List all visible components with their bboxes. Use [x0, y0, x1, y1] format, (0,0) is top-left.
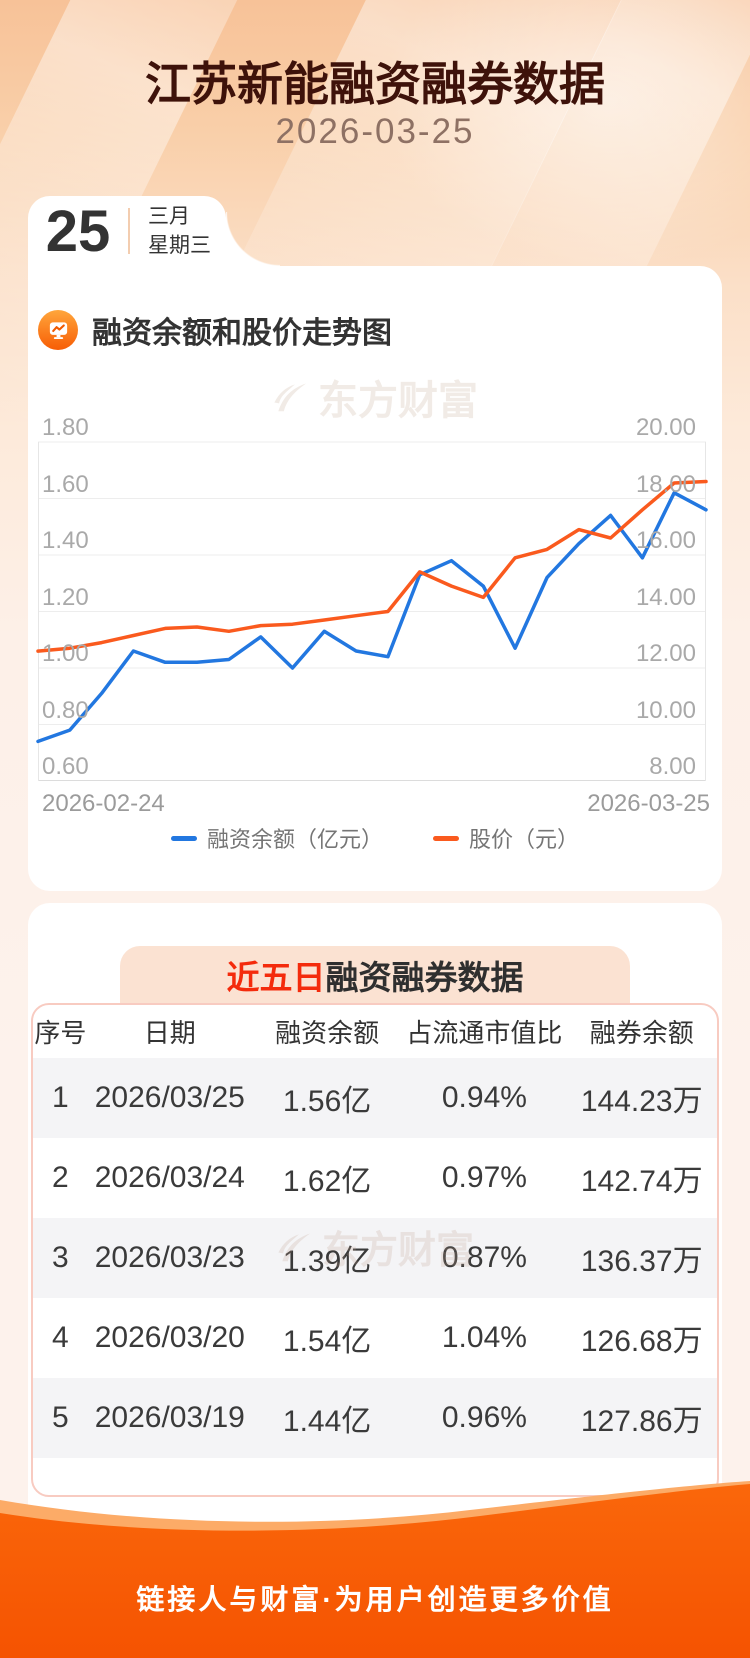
- table-row: 5 2026/03/19 1.44亿 0.96% 127.86万: [33, 1378, 717, 1458]
- x-axis-end-label: 2026-03-25: [587, 790, 710, 817]
- table-cell: 126.68万: [580, 1325, 703, 1358]
- table-cell: 1: [52, 1081, 69, 1114]
- bg-glow: [380, 0, 750, 270]
- chart-section-header: 融资余额和股价走势图: [38, 308, 392, 352]
- legend-label: 股价（元）: [469, 827, 580, 852]
- series-line-financing-balance: [36, 491, 708, 744]
- y-axis-tick-right: 20.00: [635, 414, 696, 441]
- y-axis-tick-left: 1.80: [42, 414, 89, 441]
- legend-swatch-blue: [170, 835, 197, 841]
- series-line-stock-price: [36, 479, 708, 653]
- table-cell: 144.23万: [580, 1085, 703, 1118]
- table-cell: 3: [52, 1241, 69, 1274]
- table-cell: 1.04%: [441, 1321, 527, 1354]
- table-card: 近五日 融资融券数据 东方财富 序号 日期 融资余额 占流通市值比 融券余额 1 2026/…: [28, 903, 722, 1563]
- legend-label: 融资余额（亿元）: [206, 827, 383, 852]
- legend-item-financing-balance: 融资余额（亿元）: [170, 822, 383, 854]
- chart-legend: 融资余额（亿元） 股价（元）: [28, 822, 722, 854]
- calendar-card: 25 三月 星期三: [28, 196, 226, 266]
- five-day-margin-table: 序号 日期 融资余额 占流通市值比 融券余额 1 2026/03/25 1.56亿 0.94%…: [31, 1003, 719, 1497]
- table-title-highlight: 近五日: [226, 958, 326, 996]
- table-row: 4 2026/03/20 1.54亿 1.04% 126.68万: [33, 1298, 717, 1378]
- table-cell: 2: [52, 1161, 69, 1194]
- table-row: 1 2026/03/25 1.56亿 0.94% 144.23万: [33, 1058, 717, 1138]
- watermark-text: 东方财富: [318, 379, 478, 423]
- calendar-day: 25: [45, 198, 111, 264]
- column-header: 占流通市值比: [406, 1018, 563, 1048]
- table-cell: 1.56亿: [282, 1085, 372, 1118]
- table-title-rest: 融资融券数据: [325, 958, 524, 996]
- table-cell: 0.87%: [441, 1241, 527, 1274]
- column-header: 融资余额: [275, 1018, 380, 1048]
- table-cell: 127.86万: [580, 1405, 703, 1438]
- dual-axis-line-chart: [36, 441, 708, 781]
- table-cell: 142.74万: [580, 1165, 703, 1198]
- line-chart-icon: [38, 310, 78, 350]
- calendar-weekday: 星期三: [148, 233, 211, 257]
- table-cell: 2026/03/19: [94, 1401, 245, 1434]
- table-cell: 1.39亿: [282, 1245, 372, 1278]
- chart-section-title: 融资余额和股价走势图: [92, 317, 392, 350]
- table-title-banner: 近五日 融资融券数据: [120, 946, 630, 1003]
- table-cell: 2026/03/20: [94, 1321, 245, 1354]
- calendar-month: 三月: [148, 205, 190, 229]
- table-row: 3 2026/03/23 1.39亿 0.87% 136.37万: [33, 1218, 717, 1298]
- table-cell: 0.96%: [441, 1401, 527, 1434]
- column-header: 序号: [34, 1018, 87, 1048]
- table-cell: 1.62亿: [282, 1165, 372, 1198]
- watermark-eastmoney: 东方财富: [28, 368, 722, 426]
- table-cell: 5: [52, 1401, 69, 1434]
- table-cell: 1.44亿: [282, 1405, 372, 1438]
- table-body: 1 2026/03/25 1.56亿 0.94% 144.23万 2 2026/03/24 1…: [33, 1058, 717, 1458]
- table-cell: 2026/03/23: [94, 1241, 245, 1274]
- table-row: 2 2026/03/24 1.62亿 0.97% 142.74万: [33, 1138, 717, 1218]
- eastmoney-logo-icon: [274, 383, 307, 412]
- chart-card: 融资余额和股价走势图 东方财富 1.80 1.60 1.40 1.20 1.00 0.80…: [28, 266, 722, 891]
- footer-wave: [0, 1481, 750, 1658]
- table-cell: 136.37万: [580, 1245, 703, 1278]
- table-cell: 0.94%: [441, 1081, 527, 1114]
- table-cell: 0.97%: [441, 1161, 527, 1194]
- table-cell: 2026/03/25: [94, 1081, 245, 1114]
- legend-item-stock-price: 股价（元）: [433, 822, 579, 854]
- calendar-card-curve: [226, 212, 280, 266]
- table-cell: 4: [52, 1321, 69, 1354]
- table-cell: 2026/03/24: [94, 1161, 245, 1194]
- column-header: 日期: [143, 1018, 196, 1048]
- column-header: 融券余额: [589, 1018, 694, 1048]
- x-axis-start-label: 2026-02-24: [42, 790, 165, 817]
- legend-swatch-orange: [433, 835, 459, 841]
- table-header-row: 序号 日期 融资余额 占流通市值比 融券余额: [33, 1005, 717, 1058]
- calendar-divider: [128, 208, 130, 254]
- table-cell: 1.54亿: [282, 1325, 372, 1358]
- page-date: 2026-03-25: [275, 112, 475, 151]
- page-title: 江苏新能融资融券数据: [145, 58, 605, 110]
- footer-slogan: 链接人与财富·为用户创造更多价值: [136, 1584, 614, 1615]
